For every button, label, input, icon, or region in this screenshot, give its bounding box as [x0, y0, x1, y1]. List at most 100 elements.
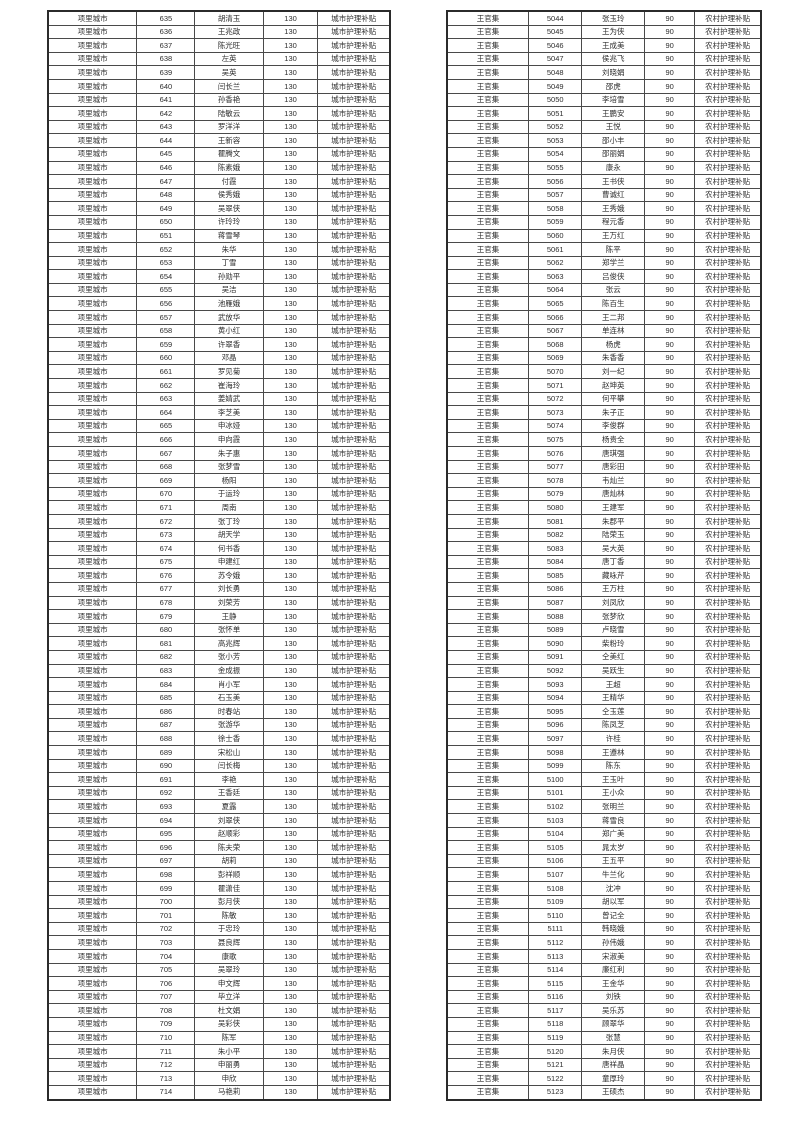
- type-cell: 城市护理补贴: [317, 405, 391, 420]
- serial-cell: 5047: [528, 51, 583, 67]
- rural-subsidy-table-grid: 王官集 5044 张玉玲 90 农村护理补贴 王官集 5045 王为侠 90 农村护理补贴 王官集 5…: [446, 10, 762, 1101]
- table-row: 王官集 5107 牛兰化 90 农村护理补贴: [446, 867, 762, 882]
- area-cell: 项里城市: [47, 187, 138, 203]
- serial-cell: 5075: [528, 432, 583, 447]
- serial-cell: 639: [136, 65, 196, 80]
- area-cell: 王官集: [446, 677, 530, 692]
- table-row: 王官集 5089 卢晓雪 90 农村护理补贴: [446, 622, 762, 638]
- type-cell: 城市护理补贴: [317, 935, 391, 950]
- area-cell: 项里城市: [47, 717, 138, 733]
- table-row: 王官集 5047 侯兆飞 90 农村护理补贴: [446, 51, 762, 67]
- name-cell: 陆荣玉: [581, 527, 646, 543]
- table-row: 王官集 5091 仝美红 90 农村护理补贴: [446, 649, 762, 665]
- serial-cell: 666: [136, 432, 196, 447]
- name-cell: 朱月侠: [581, 1044, 646, 1059]
- type-cell: 农村护理补贴: [694, 758, 762, 774]
- amount-cell: 130: [262, 881, 319, 896]
- serial-cell: 5090: [528, 636, 583, 651]
- area-cell: 王官集: [446, 663, 530, 679]
- amount-cell: 90: [644, 418, 696, 434]
- type-cell: 农村护理补贴: [694, 418, 762, 434]
- serial-cell: 692: [136, 785, 196, 801]
- type-cell: 农村护理补贴: [694, 446, 762, 461]
- amount-cell: 130: [262, 826, 319, 842]
- table-row: 项里城市 658 黄小红 130 城市护理补贴: [47, 323, 391, 339]
- serial-cell: 658: [136, 323, 196, 339]
- name-cell: 宋松山: [194, 745, 264, 760]
- table-row: 王官集 5058 王秀娥 90 农村护理补贴: [446, 201, 762, 216]
- area-cell: 项里城市: [47, 554, 138, 570]
- amount-cell: 90: [644, 731, 696, 747]
- amount-cell: 90: [644, 989, 696, 1005]
- serial-cell: 5058: [528, 201, 583, 216]
- name-cell: 张怀单: [194, 622, 264, 638]
- amount-cell: 90: [644, 758, 696, 774]
- area-cell: 项里城市: [47, 581, 138, 597]
- name-cell: 申冰娅: [194, 418, 264, 434]
- table-row: 项里城市 713 申欣 130 城市护理补贴: [47, 1071, 391, 1086]
- amount-cell: 90: [644, 255, 696, 271]
- amount-cell: 130: [262, 976, 319, 991]
- serial-cell: 5053: [528, 133, 583, 148]
- amount-cell: 130: [262, 78, 319, 94]
- type-cell: 农村护理补贴: [694, 486, 762, 502]
- table-row: 项里城市 709 吴彩侠 130 城市护理补贴: [47, 1016, 391, 1032]
- amount-cell: 130: [262, 418, 319, 434]
- name-cell: 申欣: [194, 1071, 264, 1086]
- table-row: 项里城市 700 彭月侠 130 城市护理补贴: [47, 894, 391, 910]
- area-cell: 项里城市: [47, 323, 138, 339]
- name-cell: 邵虎: [581, 78, 646, 94]
- amount-cell: 130: [262, 704, 319, 719]
- serial-cell: 677: [136, 581, 196, 597]
- table-row: 项里城市 663 姜婧武 130 城市护理补贴: [47, 391, 391, 407]
- serial-cell: 645: [136, 146, 196, 162]
- table-row: 项里城市 649 吴翠侠 130 城市护理补贴: [47, 201, 391, 216]
- type-cell: 农村护理补贴: [694, 1071, 762, 1086]
- serial-cell: 647: [136, 174, 196, 189]
- type-cell: 农村护理补贴: [694, 133, 762, 148]
- name-cell: 刘长勇: [194, 581, 264, 597]
- type-cell: 农村护理补贴: [694, 1003, 762, 1018]
- serial-cell: 5106: [528, 853, 583, 869]
- amount-cell: 130: [262, 337, 319, 352]
- name-cell: 陈平: [581, 242, 646, 257]
- type-cell: 城市护理补贴: [317, 908, 391, 923]
- amount-cell: 130: [262, 785, 319, 801]
- area-cell: 项里城市: [47, 405, 138, 420]
- name-cell: 崔海玲: [194, 378, 264, 393]
- amount-cell: 90: [644, 432, 696, 447]
- amount-cell: 130: [262, 758, 319, 774]
- table-row: 项里城市 640 闫长兰 130 城市护理补贴: [47, 78, 391, 94]
- area-cell: 王官集: [446, 228, 530, 244]
- area-cell: 王官集: [446, 853, 530, 869]
- area-cell: 项里城市: [47, 894, 138, 910]
- serial-cell: 5054: [528, 146, 583, 162]
- table-row: 王官集 5054 邵丽娟 90 农村护理补贴: [446, 146, 762, 162]
- area-cell: 王官集: [446, 10, 530, 26]
- name-cell: 韦灿兰: [581, 473, 646, 488]
- type-cell: 农村护理补贴: [694, 405, 762, 420]
- table-row: 项里城市 683 金成振 130 城市护理补贴: [47, 663, 391, 679]
- area-cell: 王官集: [446, 405, 530, 420]
- table-row: 项里城市 690 闫长梅 130 城市护理补贴: [47, 758, 391, 774]
- type-cell: 城市护理补贴: [317, 826, 391, 842]
- table-row: 项里城市 705 吴翠玲 130 城市护理补贴: [47, 962, 391, 978]
- type-cell: 城市护理补贴: [317, 228, 391, 244]
- table-row: 王官集 5099 陈东 90 农村护理补贴: [446, 758, 762, 774]
- table-row: 项里城市 699 瞿潇佳 130 城市护理补贴: [47, 881, 391, 896]
- name-cell: 朱华: [194, 242, 264, 257]
- area-cell: 项里城市: [47, 609, 138, 624]
- serial-cell: 5065: [528, 296, 583, 312]
- area-cell: 王官集: [446, 146, 530, 162]
- serial-cell: 5049: [528, 78, 583, 94]
- table-row: 王官集 5103 蒋雪良 90 农村护理补贴: [446, 813, 762, 828]
- name-cell: 吴乐苏: [581, 1003, 646, 1018]
- table-row: 项里城市 662 崔海玲 130 城市护理补贴: [47, 378, 391, 393]
- serial-cell: 5083: [528, 541, 583, 556]
- table-row: 王官集 5101 王小众 90 农村护理补贴: [446, 785, 762, 801]
- type-cell: 城市护理补贴: [317, 1071, 391, 1086]
- serial-cell: 5073: [528, 405, 583, 420]
- serial-cell: 5104: [528, 826, 583, 842]
- amount-cell: 90: [644, 976, 696, 991]
- serial-cell: 5097: [528, 731, 583, 747]
